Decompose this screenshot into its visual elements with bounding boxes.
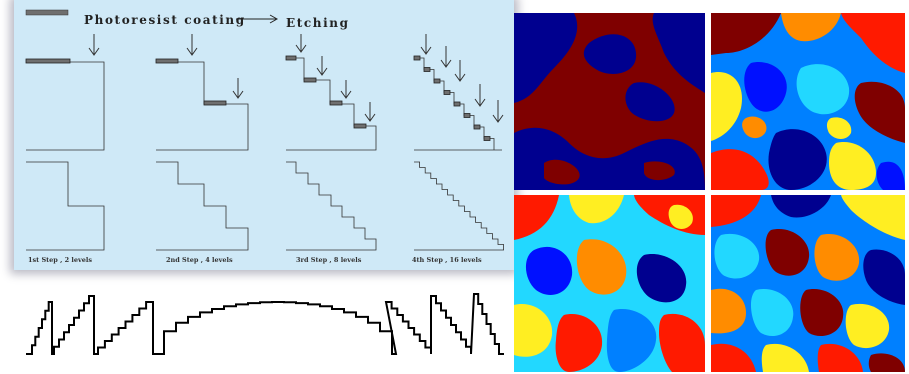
step4-staircase-line bbox=[414, 57, 502, 151]
photoresist-legend-swatch bbox=[25, 9, 69, 16]
down-arrow-icon bbox=[186, 34, 244, 99]
down-arrow-icon bbox=[88, 34, 100, 56]
photoresist-block bbox=[463, 113, 471, 118]
step1-result-profile bbox=[26, 161, 105, 251]
photoresist-block bbox=[443, 90, 451, 95]
photoresist-block bbox=[433, 78, 441, 84]
multilevel-surface-profile bbox=[26, 293, 504, 355]
step3-caption: 3rd Step , 8 levels bbox=[296, 256, 362, 264]
step2-etch-profile bbox=[155, 58, 249, 151]
step1-caption: 1st Step , 2 levels bbox=[28, 256, 92, 264]
step2-result-profile bbox=[156, 161, 249, 251]
continuous-phase-map-2 bbox=[514, 195, 705, 372]
etching-label: Etching bbox=[286, 16, 350, 30]
step4-etch-profile bbox=[413, 55, 502, 151]
down-arrow-icon bbox=[420, 34, 504, 123]
photoresist-block bbox=[423, 67, 431, 72]
step3-etch-profile bbox=[285, 55, 377, 151]
step1-etch-profile bbox=[25, 58, 105, 151]
step4-caption: 4th Step , 16 levels bbox=[412, 256, 482, 264]
step3-result-profile bbox=[286, 161, 377, 251]
photoresist-coating-label: Photoresist coating bbox=[84, 13, 246, 27]
binary-phase-map bbox=[514, 13, 705, 190]
step2-caption: 2nd Step , 4 levels bbox=[166, 256, 233, 264]
continuous-phase-map-3 bbox=[711, 195, 905, 372]
photoresist-block bbox=[473, 124, 481, 130]
photoresist-block bbox=[453, 101, 461, 107]
photoresist-block bbox=[413, 55, 421, 61]
process-arrow-icon bbox=[236, 14, 279, 24]
down-arrow-icon bbox=[295, 34, 376, 122]
fabrication-process-panel: Photoresist coating Etching 1st Step , 2… bbox=[14, 0, 514, 270]
fabrication-diagram: Photoresist coating Etching 1st Step , 2… bbox=[25, 9, 505, 264]
photoresist-block bbox=[483, 136, 491, 141]
continuous-phase-map-1 bbox=[711, 13, 905, 190]
step4-result-profile bbox=[414, 161, 505, 251]
